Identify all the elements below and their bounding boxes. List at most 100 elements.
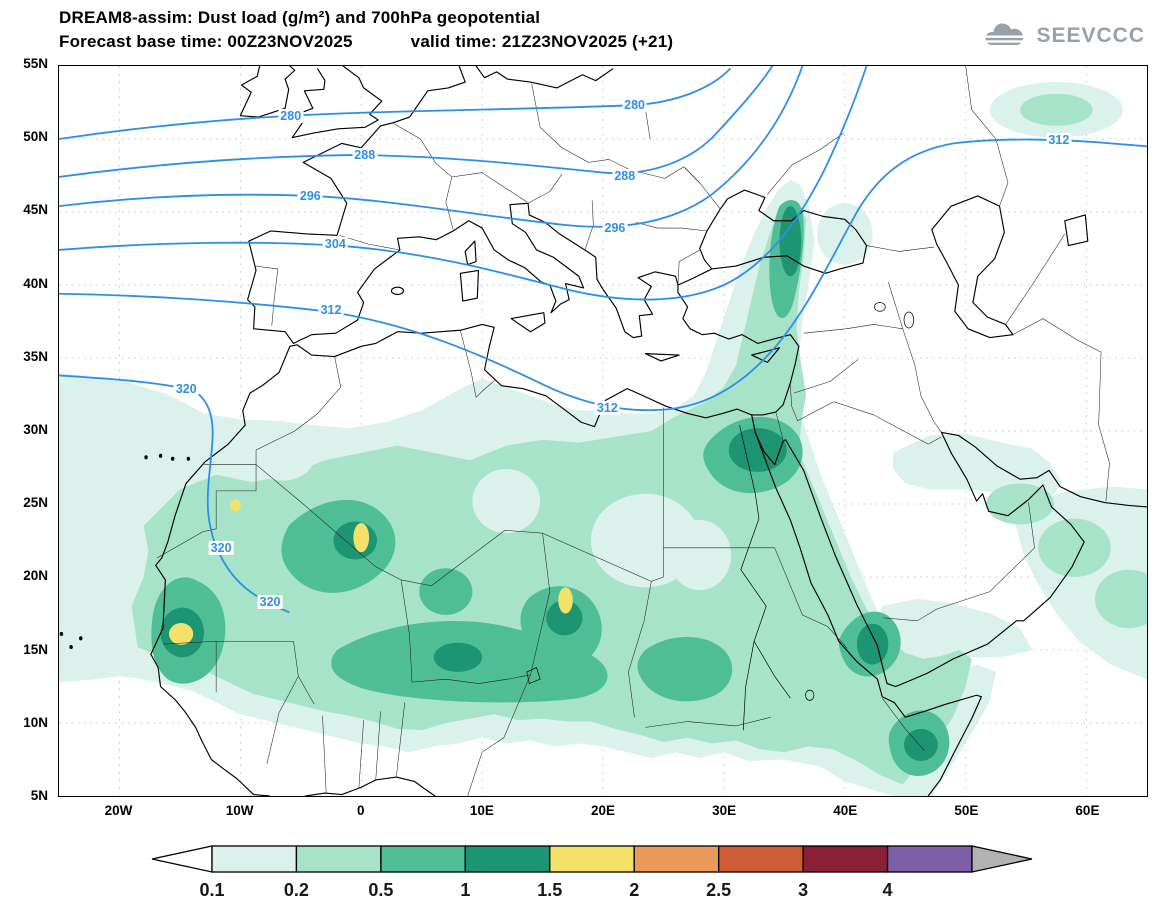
dust-level4-red-sea: [856, 623, 889, 665]
lon-tick-label: 60E: [1075, 803, 1100, 818]
geopotential-contour-label: 312: [594, 400, 620, 415]
lat-axis: 55N 50N 45N 40N 35N 30N 25N 20N 15N 10N 5N: [0, 56, 54, 803]
forecast-base-time: Forecast base time: 00Z23NOV2025: [59, 32, 353, 51]
colorbar-segment: [211, 845, 298, 873]
country-borders: [157, 66, 1110, 796]
colorbar-tick-label: 3: [798, 880, 808, 900]
dust-level4-plume: [779, 206, 802, 277]
colorbar-segment: [464, 845, 551, 873]
lat-tick-label: 55N: [23, 56, 48, 71]
lon-tick-label: 0: [357, 803, 365, 818]
chart-title: DREAM8-assim: Dust load (g/m²) and 700hP…: [59, 8, 541, 27]
geopotential-contour-label: 296: [602, 221, 628, 236]
contour-labels: 280 280 288 288 296 296 304 312 312 312 320 320 320: [59, 66, 1147, 796]
dust-level2-main: [131, 203, 972, 785]
geopotential-contours: [59, 66, 1147, 612]
colorbar-tick-label: 2: [629, 880, 639, 900]
lake-van: [874, 303, 885, 312]
coast-turkey-africa-atlantic: [151, 292, 799, 796]
lon-tick-label: 30E: [712, 803, 737, 818]
lake-urmia: [904, 312, 914, 328]
lon-tick-label: 50E: [954, 803, 979, 818]
coast-aral: [1065, 215, 1088, 246]
map-svg: [59, 66, 1147, 796]
coastlines: [59, 66, 1147, 796]
lat-tick-label: 5N: [30, 788, 48, 803]
geopotential-contour-label: 296: [297, 188, 323, 203]
nile-river: [740, 425, 791, 730]
colorbar-segment: [802, 845, 889, 873]
coast-mediterranean-north: [294, 203, 712, 343]
colorbar-tick-label: 0.1: [199, 880, 224, 900]
lon-tick-label: 10W: [225, 803, 254, 818]
lat-tick-label: 30N: [23, 422, 48, 437]
islands-canaries: [144, 453, 191, 461]
lat-tick-label: 10N: [23, 714, 48, 730]
dust-shading: [59, 82, 1147, 796]
dust-level5-senegal: [169, 622, 194, 645]
lake-tana: [805, 690, 813, 700]
coast-sinai-arabia-gulf: [752, 415, 1147, 687]
dust-level4-sahel: [433, 642, 483, 672]
lat-tick-label: 15N: [23, 641, 48, 657]
seevccc-logo-text: SEEVCCC: [1036, 24, 1145, 47]
chart-subtitle: Forecast base time: 00Z23NOV2025 valid t…: [59, 32, 673, 52]
geopotential-contour-label: 280: [622, 98, 647, 113]
geopotential-contour-label: 304: [322, 237, 348, 252]
lat-tick-label: 40N: [23, 275, 48, 291]
dust-level2-oman: [1038, 518, 1111, 577]
geopotential-contour-label: 320: [257, 594, 283, 609]
colorbar-tick-label: 0.5: [368, 880, 393, 900]
dust-level4-chad: [546, 600, 583, 636]
dust-gap-nw-sudan: [668, 520, 732, 591]
island-sardinia: [460, 270, 478, 301]
dust-gap-fezzan: [472, 468, 541, 534]
dust-level3-niger: [419, 568, 473, 615]
seevccc-cloud-icon: [985, 23, 1026, 46]
lon-axis: 20W 10W 0 10E 20E 30E 40E 50E 60E: [58, 801, 1148, 823]
colorbar-segment: [633, 845, 720, 873]
colorbar-right-arrow: [971, 845, 1033, 873]
lon-tick-label: 10E: [469, 803, 494, 818]
colorbar-segment: [380, 845, 466, 873]
dust-level2-ne-corner: [1020, 93, 1093, 126]
valid-time: valid time: 21Z23NOV2025 (+21): [410, 32, 674, 51]
colorbar: 0.1 0.2 0.5 1 1.5 2 2.5 3 4: [150, 843, 1034, 901]
island-corsica: [465, 241, 476, 264]
colorbar-tick-label: 2.5: [706, 880, 731, 900]
coast-caspian: [932, 196, 1013, 338]
island-mallorca: [391, 287, 403, 294]
coast-baltic: [476, 66, 613, 88]
lat-tick-label: 35N: [23, 348, 48, 364]
dust-level5-algeria: [353, 522, 370, 553]
lon-tick-label: 20E: [590, 803, 616, 818]
geopotential-contour-label: 320: [208, 540, 234, 555]
lon-tick-label: 20W: [104, 803, 133, 818]
dust-level1-gulf: [893, 433, 1063, 499]
seevccc-logo: SEEVCCC: [982, 22, 1145, 50]
dust-level5-chad: [558, 587, 573, 614]
dust-level1-south-arabia: [881, 598, 1033, 665]
coast-redsea-africa-somalia: [755, 432, 981, 796]
dust-level3-sudan: [637, 636, 733, 702]
water-features: [527, 303, 914, 731]
title-block: DREAM8-assim: Dust load (g/m²) and 700hP…: [59, 8, 673, 52]
island-cyprus: [752, 348, 780, 363]
dust-level5-mauritania: [230, 499, 241, 512]
geopotential-contour-label: 280: [278, 108, 304, 123]
geopotential-contour-label: 312: [318, 302, 344, 317]
contour-304: [59, 66, 867, 300]
islands-cape-verde: [59, 631, 83, 650]
coast-black-sea: [700, 190, 867, 273]
colorbar-segment: [295, 845, 382, 873]
colorbar-tick-label: 1.5: [537, 880, 562, 900]
dust-gap-nw-sahara: [251, 433, 315, 481]
colorbar-tick-label: 4: [883, 880, 893, 900]
lat-tick-label: 50N: [23, 129, 48, 145]
lat-tick-label: 20N: [23, 568, 48, 584]
island-sicily: [511, 313, 545, 332]
dust-level2-arabian-sea: [1095, 569, 1147, 629]
lat-tick-label: 45N: [23, 202, 48, 218]
island-crete: [645, 354, 679, 361]
contour-320: [59, 376, 289, 613]
